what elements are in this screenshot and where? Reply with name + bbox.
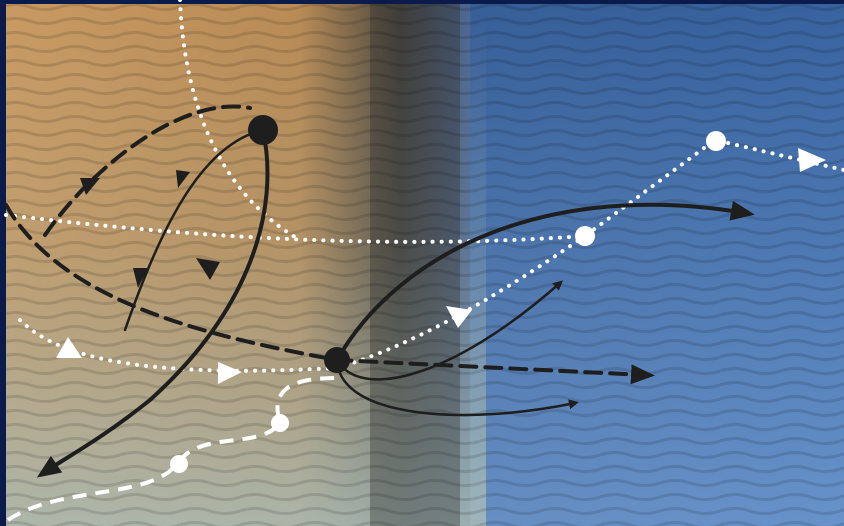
white-dashed-path	[6, 376, 338, 522]
black-dot	[324, 347, 350, 373]
white-dot	[575, 226, 595, 246]
white-markers	[56, 131, 826, 473]
solid-path	[36, 128, 270, 478]
dashed-path	[4, 203, 655, 385]
border	[0, 0, 6, 526]
white-arrowhead	[218, 362, 242, 384]
border	[0, 0, 124, 4]
black-arrowhead	[133, 268, 148, 288]
thin-path	[335, 358, 579, 417]
black-arrowhead	[176, 170, 190, 188]
black-arrowhead	[196, 258, 220, 280]
white-dot	[271, 414, 289, 432]
thin-path	[123, 128, 265, 332]
white-dot	[706, 131, 726, 151]
solid-path	[335, 200, 755, 362]
black-markers	[80, 115, 350, 373]
white-arrowhead	[446, 306, 472, 328]
white-arrowhead	[798, 148, 826, 172]
white-arrowhead	[56, 337, 82, 358]
black-paths	[4, 104, 755, 478]
black-arrowhead	[80, 178, 100, 195]
dotted-path	[178, 0, 302, 242]
white-dot	[170, 455, 188, 473]
dashed-path	[43, 104, 252, 237]
thin-path	[335, 280, 564, 381]
black-dot	[248, 115, 278, 145]
dotted-path	[4, 137, 844, 244]
